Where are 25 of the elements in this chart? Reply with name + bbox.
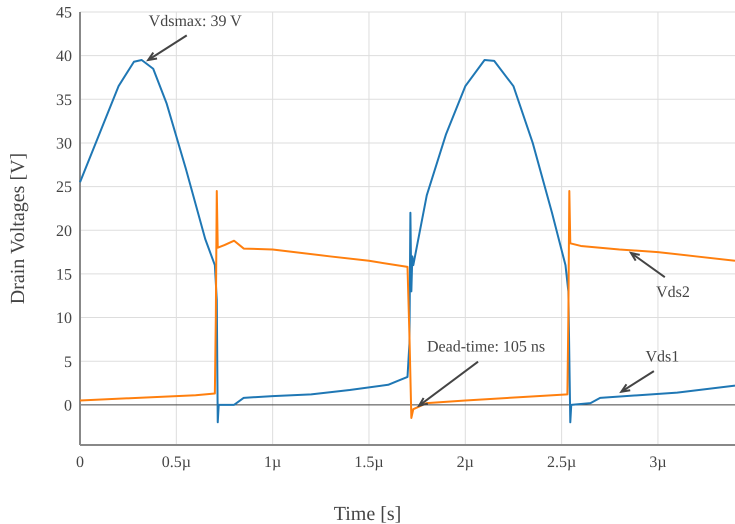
x-tick-label: 2.5µ (547, 454, 576, 471)
y-tick-label: 10 (56, 310, 72, 328)
y-tick-label: 5 (64, 354, 72, 371)
x-tick-label: 3µ (649, 454, 667, 471)
y-tick-label: 15 (56, 266, 72, 284)
y-tick-label: 40 (56, 48, 72, 66)
x-tick-label: 0 (76, 454, 84, 471)
annotation: Vdsmax: 39 V (148, 13, 242, 30)
x-tick-label: 0.5µ (162, 454, 191, 471)
x-tick-label: 1.5µ (354, 454, 384, 471)
x-axis-title: Time [s] (334, 503, 402, 524)
y-axis-title: Drain Voltages [V] (7, 152, 29, 304)
annotation: Vds2 (656, 284, 690, 301)
line-series (79, 59, 735, 424)
y-tick-label: 20 (56, 222, 72, 240)
y-tick-label: 45 (56, 4, 72, 22)
y-tick-label: 0 (64, 397, 72, 414)
line-series (79, 190, 735, 419)
annotation: Dead-time: 105 ns (426, 338, 546, 356)
y-tick-label: 30 (56, 136, 72, 153)
y-tick-label: 25 (56, 179, 72, 196)
x-tick-label: 2µ (456, 454, 474, 471)
y-tick-label: 35 (56, 92, 72, 109)
annotation: Vds1 (645, 348, 680, 366)
x-tick-label: 1µ (264, 454, 282, 471)
